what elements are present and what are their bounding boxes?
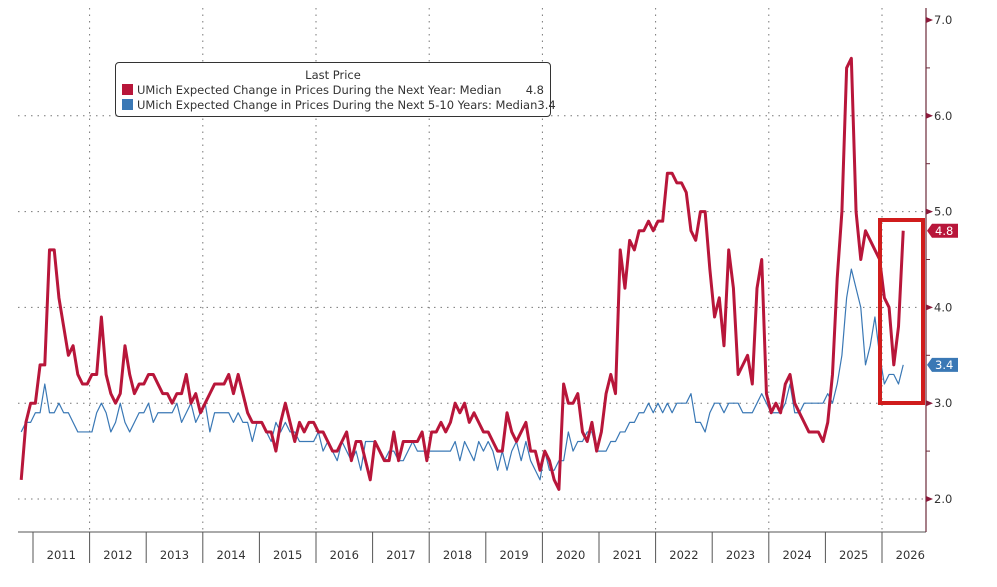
- y-tick: [926, 400, 933, 407]
- last-value-label: 4.8: [935, 224, 953, 238]
- x-tick-label: 2023: [726, 548, 755, 562]
- y-tick-label: 3.0: [934, 396, 952, 410]
- x-tick-label: 2026: [896, 548, 925, 562]
- legend-item-5-10-years: UMich Expected Change in Prices During t…: [116, 97, 556, 112]
- x-tick-label: 2022: [669, 548, 698, 562]
- x-tick-label: 2012: [103, 548, 132, 562]
- y-axis: 2.0 3.0 4.0 5.0 6.0 7.0: [925, 8, 952, 532]
- series-next-year: [19, 56, 905, 491]
- last-value-tag: [927, 357, 958, 372]
- series-line: [19, 56, 905, 491]
- x-tick-label: 2015: [273, 548, 302, 562]
- x-tick-label: 2024: [782, 548, 811, 562]
- y-tick-label: 6.0: [934, 109, 952, 123]
- y-tick: [926, 208, 933, 215]
- legend-label: UMich Expected Change in Prices During t…: [137, 97, 538, 112]
- x-tick-label: 2011: [47, 548, 76, 562]
- y-tick-label: 2.0: [934, 492, 952, 506]
- highlight-box: [878, 218, 925, 405]
- legend-item-next-year: UMich Expected Change in Prices During t…: [116, 82, 550, 97]
- y-tick: [926, 304, 933, 311]
- legend-value: 4.8: [525, 82, 544, 97]
- x-tick-label: 2014: [216, 548, 245, 562]
- x-tick-label: 2013: [160, 548, 189, 562]
- y-tick: [926, 496, 933, 502]
- y-tick: [926, 17, 933, 23]
- series-lines: [19, 56, 905, 491]
- x-tick-label: 2021: [613, 548, 642, 562]
- y-tick-label: 7.0: [934, 13, 952, 27]
- y-tick-label: 4.0: [934, 300, 952, 314]
- y-tick: [926, 112, 933, 119]
- x-tick-label: 2016: [330, 548, 359, 562]
- x-axis: 2011 2012 2013 2014 2015 2016 2017 2018 2019 2020…: [18, 531, 926, 563]
- legend-value: 3.4: [537, 97, 556, 112]
- last-value-label: 3.4: [935, 358, 953, 372]
- x-tick-label: 2017: [386, 548, 415, 562]
- legend-title: Last Price: [305, 68, 361, 82]
- x-tick-label: 2018: [443, 548, 472, 562]
- legend-swatch-red: [122, 84, 133, 95]
- series-line: [20, 268, 904, 481]
- x-tick-label: 2025: [839, 548, 868, 562]
- legend-swatch-blue: [122, 99, 133, 110]
- x-tick-label: 2020: [556, 548, 585, 562]
- last-value-tag: [927, 223, 958, 238]
- x-tick-label: 2019: [499, 548, 528, 562]
- y-tick-label: 5.0: [934, 205, 952, 219]
- legend: Last Price UMich Expected Change in Pric…: [115, 62, 556, 117]
- last-value-tags: 4.8 3.4: [927, 223, 958, 372]
- legend-label: UMich Expected Change in Prices During t…: [137, 82, 502, 97]
